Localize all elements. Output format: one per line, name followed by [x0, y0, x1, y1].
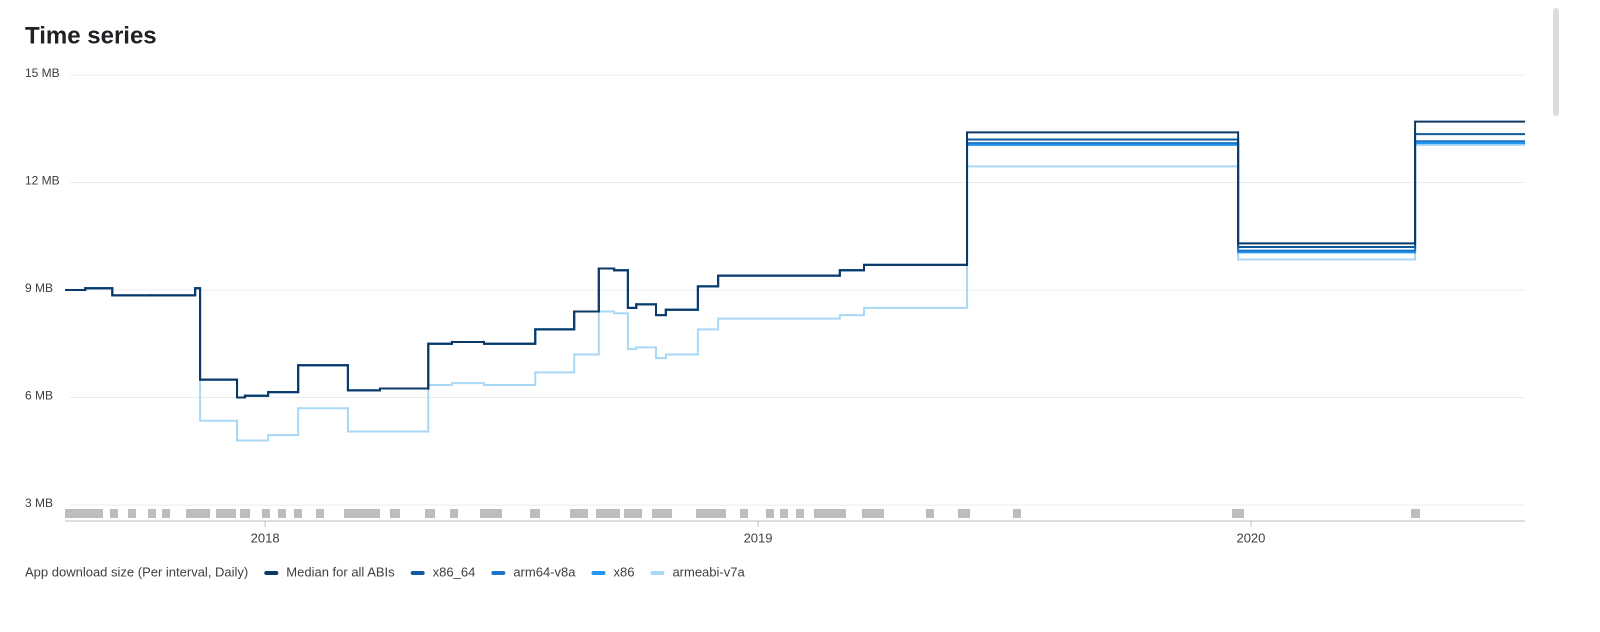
- legend-title: App download size (Per interval, Daily): [25, 564, 248, 579]
- y-tick-label: 15 MB: [25, 66, 60, 80]
- y-tick-label: 3 MB: [25, 496, 53, 510]
- scrollbar[interactable]: [1553, 8, 1559, 116]
- event-strip: [65, 509, 1420, 518]
- y-tick-label: 12 MB: [25, 174, 60, 188]
- x-tick-label: 2018: [251, 530, 280, 545]
- legend-label[interactable]: armeabi-v7a: [672, 564, 745, 579]
- x-tick-label: 2020: [1236, 530, 1265, 545]
- legend-label[interactable]: x86_64: [433, 564, 476, 579]
- legend-label[interactable]: Median for all ABIs: [286, 564, 395, 579]
- legend-label[interactable]: arm64-v8a: [513, 564, 576, 579]
- x-tick-label: 2019: [744, 530, 773, 545]
- y-tick-label: 9 MB: [25, 281, 53, 295]
- chart-title: Time series: [25, 22, 157, 49]
- legend-label[interactable]: x86: [613, 564, 634, 579]
- y-tick-label: 6 MB: [25, 389, 53, 403]
